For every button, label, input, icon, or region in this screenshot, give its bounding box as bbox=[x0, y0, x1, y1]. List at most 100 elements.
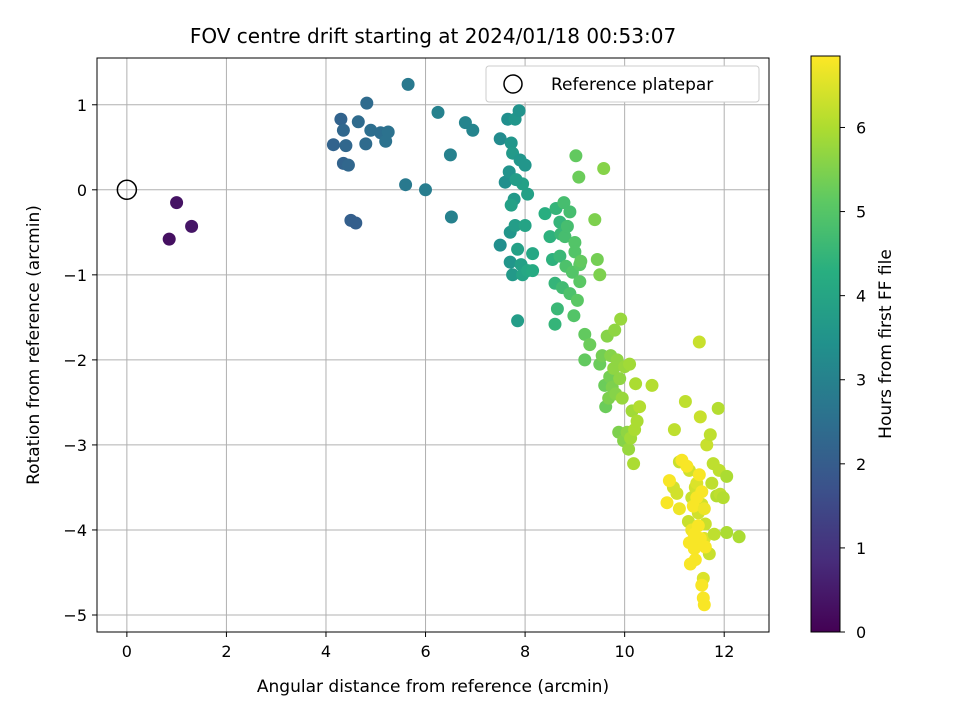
data-point bbox=[588, 213, 602, 227]
legend-box bbox=[485, 65, 760, 103]
colorbar-tick-label: 0 bbox=[856, 623, 866, 642]
data-point bbox=[518, 158, 532, 172]
data-point bbox=[543, 230, 557, 244]
data-point bbox=[558, 230, 572, 244]
colorbar bbox=[810, 55, 841, 633]
data-point bbox=[509, 173, 523, 187]
data-point bbox=[705, 476, 719, 490]
data-point bbox=[578, 327, 592, 341]
data-point bbox=[597, 162, 611, 175]
data-point bbox=[692, 468, 706, 482]
x-tick-label: 6 bbox=[420, 642, 430, 661]
data-point bbox=[633, 400, 647, 414]
data-point bbox=[349, 216, 363, 230]
data-point bbox=[660, 496, 674, 510]
data-point bbox=[614, 312, 628, 326]
data-point bbox=[567, 309, 581, 323]
data-point bbox=[695, 485, 709, 499]
data-point bbox=[336, 123, 350, 137]
colorbar-tick-label: 2 bbox=[856, 455, 866, 474]
y-tick-label: −5 bbox=[63, 606, 87, 625]
reference-platepar-marker bbox=[116, 179, 138, 201]
data-point bbox=[720, 526, 734, 539]
data-point bbox=[680, 459, 694, 473]
data-point bbox=[615, 391, 629, 405]
data-point bbox=[560, 219, 574, 233]
y-axis-ticks: 1 0 −1 −2 −3 −4 −5 bbox=[63, 96, 97, 625]
data-point bbox=[443, 148, 457, 162]
colorbar-tick-label: 4 bbox=[856, 287, 866, 306]
data-point bbox=[623, 357, 637, 371]
data-point bbox=[578, 353, 592, 367]
legend-entry-label: Reference platepar bbox=[551, 75, 713, 95]
data-point bbox=[360, 96, 374, 110]
data-point bbox=[732, 530, 746, 544]
data-point bbox=[590, 253, 604, 266]
data-point bbox=[687, 527, 701, 541]
plot-area-frame bbox=[96, 57, 770, 633]
x-tick-label: 4 bbox=[321, 642, 331, 661]
data-point bbox=[629, 377, 643, 391]
colorbar-label: Hours from first FF file bbox=[876, 249, 896, 439]
data-point bbox=[466, 123, 480, 137]
grid-lines bbox=[97, 58, 769, 632]
data-point bbox=[550, 302, 564, 316]
colorbar-tick-label: 5 bbox=[856, 203, 866, 222]
data-point bbox=[707, 527, 721, 541]
data-point bbox=[645, 378, 659, 392]
data-point bbox=[608, 323, 622, 337]
data-point bbox=[364, 123, 378, 137]
data-point bbox=[511, 314, 525, 328]
data-point bbox=[697, 598, 711, 612]
data-point bbox=[688, 553, 702, 567]
data-point bbox=[326, 138, 340, 152]
colorbar-tick-label: 3 bbox=[856, 371, 866, 390]
data-point bbox=[512, 104, 526, 118]
y-tick-label: −3 bbox=[63, 436, 87, 455]
data-point bbox=[493, 132, 507, 146]
x-tick-label: 0 bbox=[122, 642, 132, 661]
data-point bbox=[667, 423, 681, 437]
colorbar-tick-label: 1 bbox=[856, 539, 866, 558]
x-tick-label: 10 bbox=[614, 642, 634, 661]
data-point bbox=[622, 442, 636, 456]
data-point bbox=[568, 236, 582, 249]
data-point bbox=[511, 242, 525, 256]
data-point bbox=[570, 293, 584, 307]
data-point bbox=[698, 540, 712, 554]
data-point bbox=[381, 125, 395, 139]
data-point bbox=[553, 249, 567, 263]
x-tick-label: 2 bbox=[221, 642, 231, 661]
data-point bbox=[399, 178, 413, 192]
data-point bbox=[692, 335, 706, 349]
y-axis-label: Rotation from reference (arcmin) bbox=[24, 205, 44, 485]
data-point bbox=[703, 428, 717, 442]
data-point bbox=[526, 264, 540, 278]
data-point bbox=[662, 474, 676, 488]
y-tick-label: −2 bbox=[63, 351, 87, 370]
data-point bbox=[720, 469, 734, 483]
data-point bbox=[359, 137, 373, 151]
data-point bbox=[693, 410, 707, 424]
data-point bbox=[526, 247, 540, 261]
data-point bbox=[569, 149, 583, 163]
data-point bbox=[568, 245, 582, 259]
data-point bbox=[498, 175, 512, 189]
data-point bbox=[351, 115, 365, 129]
data-point bbox=[419, 183, 432, 197]
data-point bbox=[548, 317, 562, 331]
data-point bbox=[573, 275, 587, 289]
data-point bbox=[563, 205, 577, 219]
data-point bbox=[574, 254, 588, 268]
y-tick-label: −1 bbox=[63, 266, 87, 285]
data-point bbox=[572, 170, 586, 184]
legend: Reference platepar bbox=[485, 65, 760, 103]
data-point bbox=[170, 196, 184, 210]
data-points bbox=[162, 77, 746, 612]
x-axis-ticks: 0 2 4 6 8 10 12 bbox=[122, 632, 734, 661]
data-point bbox=[538, 207, 552, 221]
data-point bbox=[711, 401, 725, 415]
data-point bbox=[341, 158, 355, 172]
data-point bbox=[444, 210, 458, 224]
